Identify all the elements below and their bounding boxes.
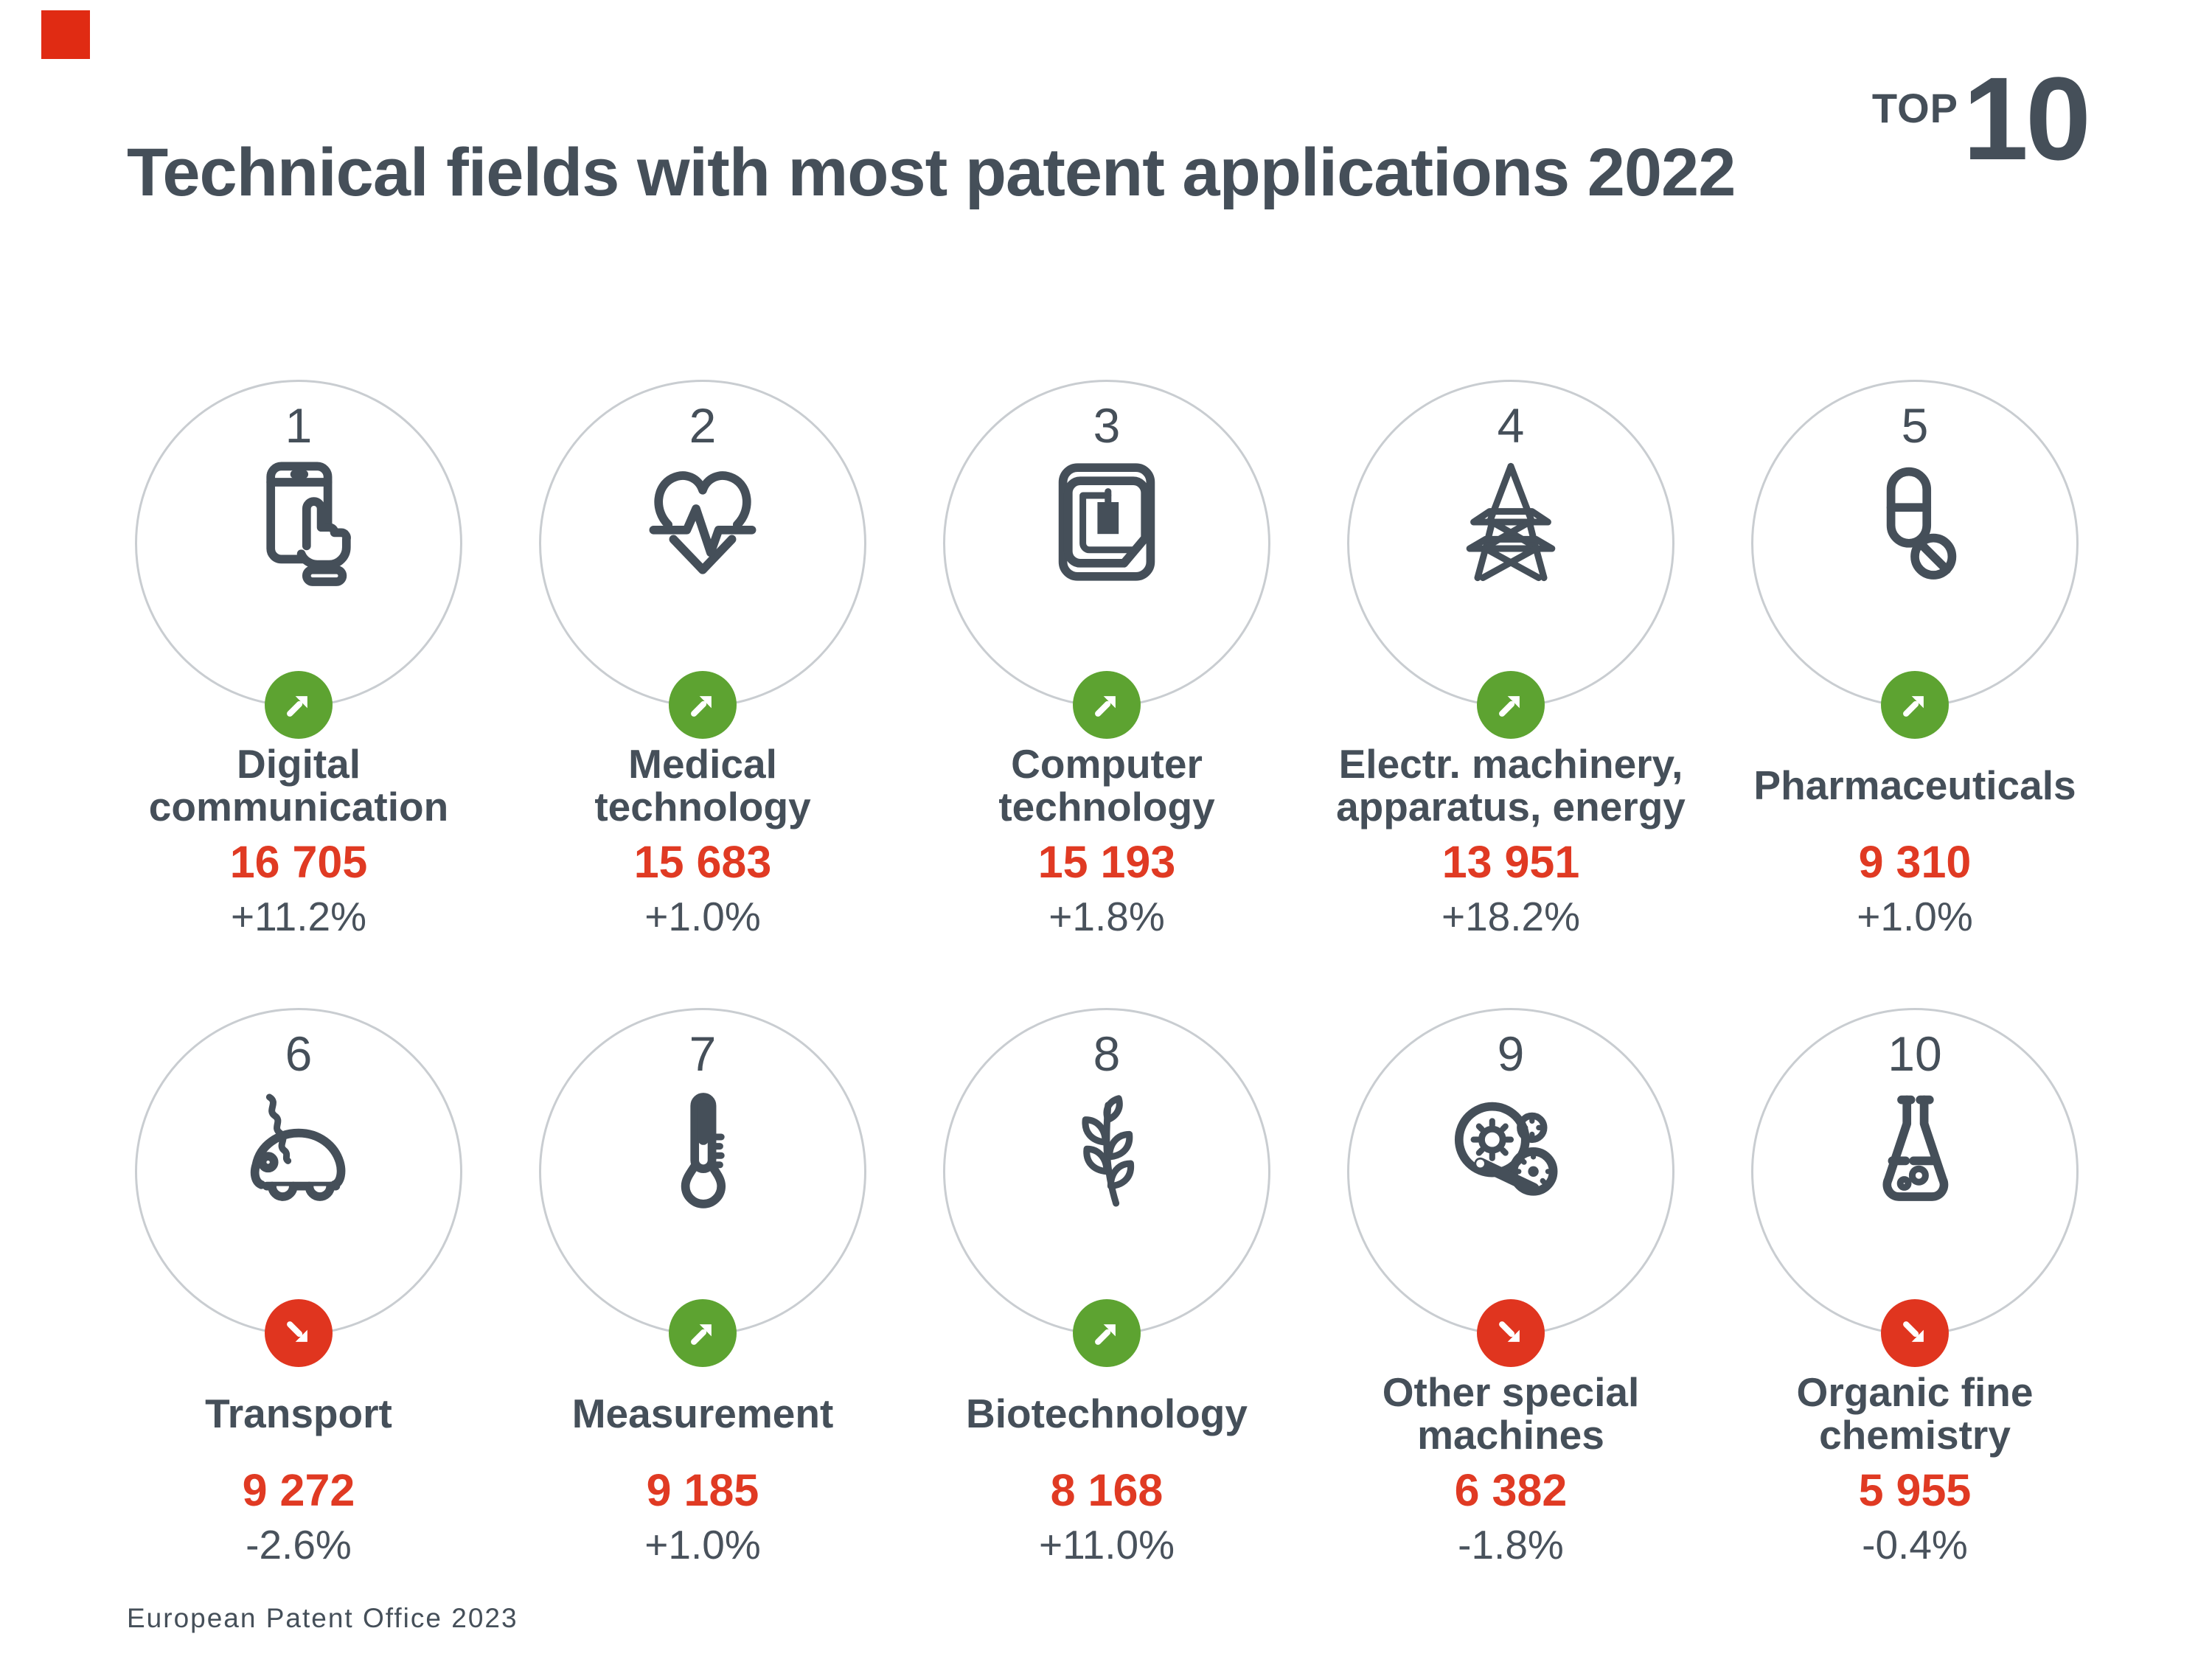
heart-pulse-icon xyxy=(636,456,769,588)
item-organic-fine-chemistry: 10 xyxy=(1713,1008,2117,1565)
item-circle: 4 xyxy=(1347,380,1674,739)
item-pharmaceuticals: 5 Pharmaceuticals 9 310 xyxy=(1713,380,2117,937)
item-change: +11.0% xyxy=(1039,1522,1175,1568)
trend-down-badge xyxy=(265,1299,333,1367)
rfid-chip-icon xyxy=(1040,456,1173,588)
rank-number: 5 xyxy=(1901,398,1929,453)
arrow-down-right-icon xyxy=(1903,1321,1924,1342)
item-value: 9 310 xyxy=(1858,837,1972,887)
rank-number: 4 xyxy=(1497,398,1525,453)
item-value: 15 193 xyxy=(1037,837,1176,887)
trend-down-badge xyxy=(1477,1299,1545,1367)
item-value: 9 272 xyxy=(242,1465,355,1515)
rank-number: 7 xyxy=(689,1026,717,1081)
item-value: 15 683 xyxy=(633,837,772,887)
item-circle: 2 xyxy=(539,380,866,739)
item-digital-communication: 1 Digital commun xyxy=(97,380,501,937)
item-label: Transport xyxy=(205,1391,392,1436)
rank-number: 6 xyxy=(285,1026,313,1081)
arrow-down-right-icon xyxy=(1499,1321,1520,1342)
arrow-up-right-icon xyxy=(1903,696,1924,717)
item-label: Organic fine chemistry xyxy=(1796,1369,2034,1458)
rank-number: 2 xyxy=(689,398,717,453)
top-number: 10 xyxy=(1963,52,2091,184)
item-change: -1.8% xyxy=(1458,1522,1564,1568)
item-change: +11.2% xyxy=(231,894,366,939)
item-label: Electr. machinery, apparatus, energy xyxy=(1336,741,1686,830)
gears-icon xyxy=(1444,1084,1577,1217)
page-title: Technical fields with most patent applic… xyxy=(127,135,1736,210)
rank-number: 8 xyxy=(1093,1026,1121,1081)
rank-number: 1 xyxy=(285,398,313,453)
trend-up-badge xyxy=(1477,671,1545,739)
arrow-up-right-icon xyxy=(1095,696,1116,717)
trend-down-badge xyxy=(1881,1299,1949,1367)
trend-up-badge xyxy=(1073,1299,1141,1367)
plant-icon xyxy=(1040,1084,1173,1217)
item-label: Digital communication xyxy=(148,741,449,830)
item-biotechnology: 8 B xyxy=(905,1008,1309,1565)
arrow-up-right-icon xyxy=(1499,696,1520,717)
item-circle: 6 xyxy=(135,1008,462,1367)
item-electrical-machinery: 4 xyxy=(1309,380,1713,937)
trend-up-badge xyxy=(1881,671,1949,739)
top10-badge: TOP 10 xyxy=(1871,52,2091,184)
item-circle: 1 xyxy=(135,380,462,739)
item-other-special-machines: 9 xyxy=(1309,1008,1713,1565)
item-change: -0.4% xyxy=(1862,1522,1968,1568)
top-label: TOP xyxy=(1871,85,1959,131)
item-circle: 7 xyxy=(539,1008,866,1367)
item-label: Biotechnology xyxy=(966,1391,1248,1436)
item-circle: 8 xyxy=(943,1008,1270,1367)
items-grid: 1 Digital commun xyxy=(97,0,2117,1565)
item-computer-technology: 3 Computer techn xyxy=(905,380,1309,937)
item-circle: 5 xyxy=(1751,380,2079,739)
epo-logo xyxy=(41,10,90,59)
item-change: +1.0% xyxy=(1857,894,1973,939)
item-value: 8 168 xyxy=(1050,1465,1164,1515)
item-change: +1.8% xyxy=(1048,894,1165,939)
source-credit: European Patent Office 2023 xyxy=(127,1603,518,1633)
rank-number: 10 xyxy=(1888,1026,1942,1081)
item-transport: 6 T xyxy=(97,1008,501,1565)
trend-up-badge xyxy=(265,671,333,739)
item-change: -2.6% xyxy=(246,1522,352,1568)
item-measurement: 7 xyxy=(501,1008,905,1565)
item-circle: 9 xyxy=(1347,1008,1674,1367)
item-change: +1.0% xyxy=(644,1522,761,1568)
flask-icon xyxy=(1848,1084,1981,1217)
arrow-up-right-icon xyxy=(1095,1324,1116,1345)
thermometer-icon xyxy=(636,1084,769,1217)
rank-number: 9 xyxy=(1497,1026,1525,1081)
car-charging-icon xyxy=(232,1084,365,1217)
item-value: 16 705 xyxy=(229,837,368,887)
trend-up-badge xyxy=(1073,671,1141,739)
item-label: Measurement xyxy=(571,1391,834,1436)
item-label: Medical technology xyxy=(594,741,811,830)
item-change: +1.0% xyxy=(644,894,761,939)
arrow-down-right-icon xyxy=(287,1321,307,1342)
item-value: 6 382 xyxy=(1454,1465,1568,1515)
arrow-up-right-icon xyxy=(287,696,307,717)
item-label: Computer technology xyxy=(998,741,1215,830)
item-circle: 3 xyxy=(943,380,1270,739)
item-circle: 10 xyxy=(1751,1008,2079,1367)
pill-capsule-icon xyxy=(1848,456,1981,588)
item-value: 5 955 xyxy=(1858,1465,1972,1515)
item-value: 13 951 xyxy=(1441,837,1580,887)
trend-up-badge xyxy=(669,671,737,739)
power-pylon-icon xyxy=(1444,456,1577,588)
trend-up-badge xyxy=(669,1299,737,1367)
item-label: Other special machines xyxy=(1382,1369,1640,1458)
rank-number: 3 xyxy=(1093,398,1121,453)
item-label: Pharmaceuticals xyxy=(1753,762,2076,808)
arrow-up-right-icon xyxy=(691,1324,712,1345)
arrow-up-right-icon xyxy=(691,696,712,717)
item-medical-technology: 2 Medical technology 15 683 +1 xyxy=(501,380,905,937)
item-value: 9 185 xyxy=(646,1465,759,1515)
item-change: +18.2% xyxy=(1441,894,1581,939)
smartphone-touch-icon xyxy=(232,456,365,588)
